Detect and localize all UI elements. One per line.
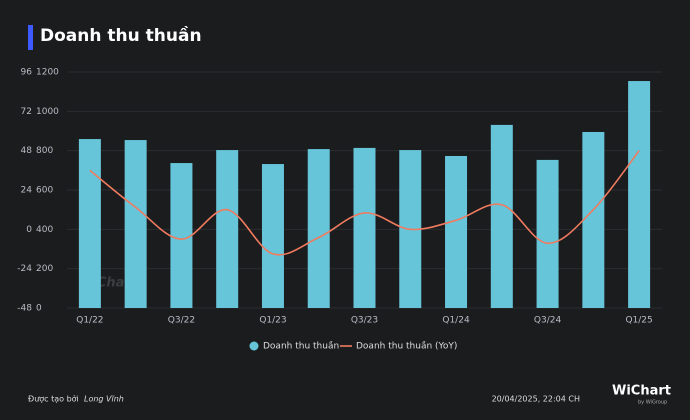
x-tick-label: Q1/22: [76, 316, 103, 326]
y-tick-label: 200: [36, 264, 53, 274]
y2-tick-label: 72: [21, 107, 32, 117]
bar: [216, 150, 239, 308]
y2-tick-label: 48: [21, 146, 33, 156]
y-tick-label: 400: [36, 225, 53, 235]
line: [89, 150, 640, 256]
x-tick-label: Q3/24: [534, 316, 562, 326]
y-tick-label: 1000: [36, 107, 59, 117]
logo: WiChart: [612, 384, 671, 399]
bar: [445, 155, 468, 308]
bar: [307, 149, 330, 308]
x-tick-label: Q3/23: [351, 316, 378, 326]
y2-tick-label: 0: [26, 225, 32, 235]
x-tick-label: Q1/23: [259, 316, 286, 326]
y2-tick-label: -48: [17, 304, 32, 314]
y-tick-label: 600: [36, 186, 53, 196]
y-tick-label: 800: [36, 146, 53, 156]
bar: [170, 163, 193, 308]
bar: [124, 140, 147, 308]
bar: [261, 164, 284, 308]
footer-label: Được tạo bởi: [28, 394, 79, 405]
title-accent: [28, 25, 33, 50]
bar: [536, 159, 559, 308]
bar: [628, 81, 651, 309]
chart-title: Doanh thu thuần: [40, 25, 202, 46]
y-tick-label: 1200: [36, 68, 59, 78]
footer-timestamp: 20/04/2025, 22:04 CH: [492, 395, 580, 404]
bar: [582, 131, 605, 308]
legend-label: Doanh thu thuần (YoY): [356, 341, 457, 352]
x-tick-label: Q3/22: [168, 316, 195, 326]
y2-tick-label: -24: [17, 264, 32, 274]
legend-swatch: [249, 341, 259, 351]
y2-tick-label: 24: [21, 186, 33, 196]
y-tick-label: 0: [36, 304, 42, 314]
bar: [490, 124, 513, 308]
x-tick-label: Q1/24: [442, 316, 470, 326]
legend-label: Doanh thu thuần: [263, 341, 339, 352]
y2-tick-label: 96: [21, 68, 33, 78]
footer-author: Long Vĩnh: [84, 395, 124, 404]
bar: [353, 147, 376, 308]
logo-sub: by WiGroup: [638, 400, 667, 406]
x-tick-label: Q1/25: [625, 316, 652, 326]
bar: [78, 139, 101, 308]
